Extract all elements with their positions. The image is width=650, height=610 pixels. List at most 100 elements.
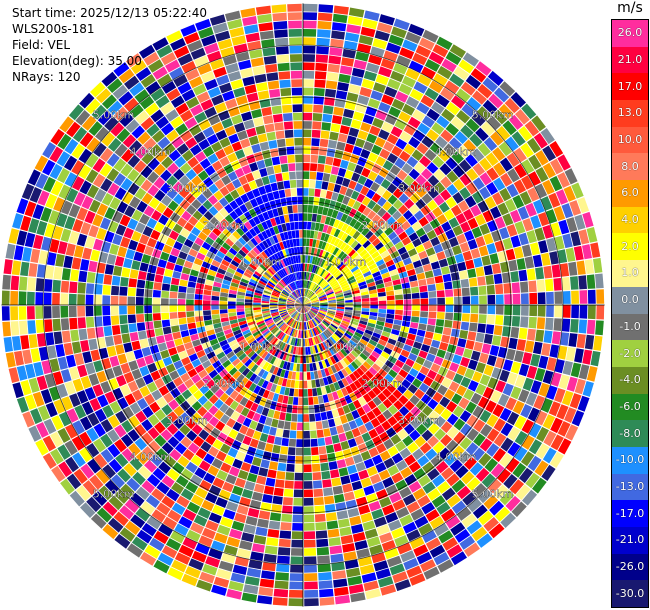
gate-cell	[495, 305, 504, 315]
gate-cell	[408, 23, 425, 37]
gate-cell	[397, 384, 407, 394]
gate-cell	[569, 393, 582, 409]
gate-cell	[16, 230, 28, 246]
gate-cell	[390, 70, 405, 83]
gate-cell	[415, 400, 427, 411]
gate-cell	[472, 162, 486, 176]
gate-cell	[139, 262, 149, 272]
gate-cell	[524, 120, 540, 137]
gate-cell	[366, 380, 376, 389]
gate-cell	[275, 285, 283, 292]
gate-cell	[255, 178, 264, 188]
gate-cell	[170, 38, 186, 51]
gate-cell	[481, 255, 491, 266]
gate-cell	[449, 44, 466, 59]
gate-cell	[37, 405, 51, 421]
gate-cell	[352, 454, 363, 464]
gate-cell	[303, 79, 314, 87]
gate-cell	[30, 348, 41, 363]
gate-cell	[343, 551, 357, 561]
gate-cell	[127, 168, 140, 182]
gate-cell	[173, 430, 185, 442]
gate-cell	[331, 561, 345, 572]
gate-cell	[540, 128, 555, 145]
gate-cell	[294, 380, 299, 389]
gate-cell	[570, 362, 582, 378]
gate-cell	[187, 156, 199, 168]
gate-cell	[77, 364, 88, 378]
gate-cell	[154, 378, 165, 389]
gate-cell	[204, 389, 214, 400]
gate-cell	[27, 320, 36, 334]
gate-cell	[542, 145, 556, 162]
gate-cell	[314, 275, 320, 283]
gate-cell	[409, 192, 421, 204]
gate-cell	[222, 359, 232, 368]
gate-cell	[238, 103, 250, 114]
gate-cell	[278, 332, 285, 340]
gate-cell	[287, 205, 293, 214]
gate-cell	[272, 208, 279, 217]
gate-cell	[141, 480, 156, 494]
gate-cell	[530, 215, 542, 229]
gate-cell	[368, 263, 378, 271]
gate-cell	[150, 88, 165, 102]
gate-cell	[236, 548, 251, 559]
gate-cell	[380, 584, 397, 596]
gate-cell	[303, 54, 316, 62]
colorbar-bin	[612, 340, 648, 368]
gate-cell	[202, 300, 211, 305]
gate-cell	[162, 326, 172, 335]
gate-cell	[317, 29, 331, 38]
gate-cell	[485, 274, 495, 285]
gate-cell	[230, 322, 239, 329]
gate-cell	[100, 448, 114, 463]
gate-cell	[119, 214, 131, 227]
gate-cell	[222, 372, 232, 382]
gate-cell	[143, 52, 160, 66]
gate-cell	[322, 321, 329, 328]
gate-cell	[215, 237, 225, 246]
gate-cell	[301, 313, 303, 322]
gate-cell	[390, 379, 401, 389]
gate-cell	[243, 211, 253, 221]
gate-cell	[460, 124, 474, 139]
gate-cell	[1, 306, 10, 321]
gate-cell	[303, 303, 311, 305]
gate-cell	[169, 230, 179, 241]
gate-cell	[304, 289, 308, 297]
gate-cell	[282, 278, 288, 286]
ray	[3, 305, 303, 353]
gate-cell	[542, 224, 554, 239]
gate-cell	[331, 30, 345, 40]
gate-cell	[366, 220, 376, 230]
gate-cell	[277, 420, 285, 429]
gate-cell	[261, 407, 270, 417]
gate-cell	[147, 337, 157, 347]
gate-cell	[298, 330, 301, 338]
gate-cell	[304, 321, 307, 330]
gate-cell	[490, 463, 505, 478]
gate-cell	[549, 141, 564, 158]
gate-cell	[188, 558, 204, 571]
gate-cell	[367, 281, 376, 288]
gate-cell	[285, 326, 291, 334]
gate-cell	[202, 126, 215, 138]
ray	[101, 71, 303, 305]
gate-cell	[538, 240, 549, 254]
gate-cell	[16, 365, 28, 381]
gate-cell	[395, 294, 403, 300]
gate-cell	[263, 55, 277, 65]
gate-cell	[211, 259, 221, 268]
ray	[303, 227, 598, 305]
gate-cell	[131, 368, 142, 380]
gate-cell	[448, 237, 459, 248]
gate-cell	[558, 219, 570, 235]
gate-cell	[134, 437, 148, 451]
gate-cell	[259, 397, 267, 407]
gate-cell	[372, 203, 382, 214]
gate-cell	[61, 330, 71, 343]
gate-cell	[303, 301, 311, 305]
gate-cell	[303, 439, 311, 447]
gate-cell	[317, 370, 323, 379]
